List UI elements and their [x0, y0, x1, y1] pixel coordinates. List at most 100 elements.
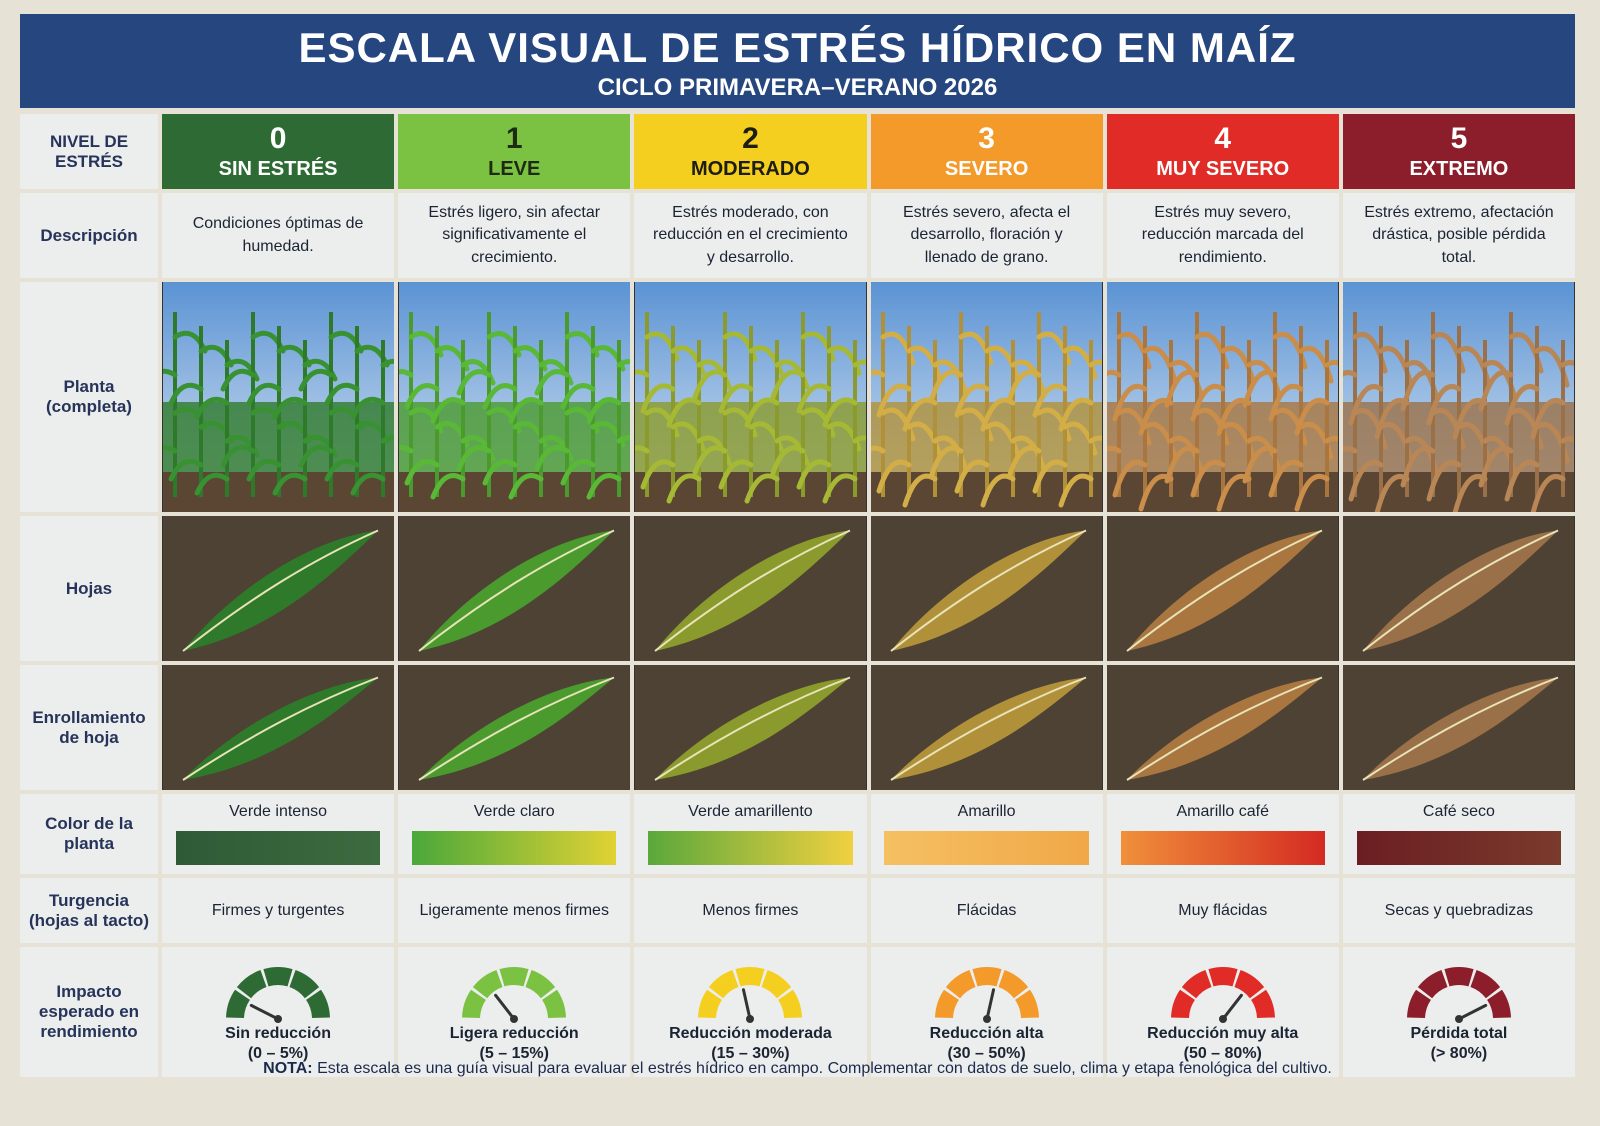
- level-header: 4 MUY SEVERO: [1106, 114, 1339, 189]
- color-cell: Verde intenso: [162, 794, 395, 874]
- note: NOTA: Esta escala es una guía visual par…: [20, 1060, 1575, 1078]
- description: Estrés severo, afecta el desarrollo, flo…: [870, 193, 1103, 278]
- color-cell: Amarillo café: [1106, 794, 1339, 874]
- description: Condiciones óptimas de humedad.: [162, 193, 395, 278]
- leaf-image: [1107, 516, 1339, 661]
- level-header: 1 LEVE: [398, 114, 631, 189]
- level-name: MUY SEVERO: [1156, 158, 1290, 180]
- color-bar: [175, 831, 381, 865]
- description: Estrés ligero, sin afectar significativa…: [398, 193, 631, 278]
- impact-range: (> 80%): [1430, 1045, 1488, 1062]
- plant-cell: [1106, 282, 1339, 512]
- description: Estrés moderado, con reducción en el cre…: [634, 193, 867, 278]
- impact-cell: Sin reducción (0 – 5%): [162, 947, 395, 1077]
- impact-text: Reducción moderada: [669, 1025, 832, 1042]
- turgency: Ligeramente menos firmes: [398, 878, 631, 943]
- gauge-icon: [462, 967, 567, 1023]
- level-number: 1: [505, 122, 523, 155]
- impact-cell: Reducción moderada (15 – 30%): [634, 947, 867, 1077]
- leaf-image: [634, 516, 866, 661]
- leaf-image: [162, 516, 394, 661]
- plant-cell: [1342, 282, 1575, 512]
- color-bar: [1120, 831, 1325, 865]
- color-name: Amarillo: [957, 803, 1016, 820]
- impact-cell: Reducción alta (30 – 50%): [870, 947, 1103, 1077]
- level-header: 2 MODERADO: [634, 114, 867, 189]
- impact-range: (30 – 50%): [947, 1045, 1026, 1062]
- plant-image: [634, 282, 866, 512]
- rolling-image: [871, 665, 1103, 790]
- level-name: SIN ESTRÉS: [218, 158, 338, 180]
- plant-cell: [162, 282, 395, 512]
- gauge-icon: [1406, 967, 1511, 1023]
- rolling-cell: [1106, 665, 1339, 790]
- impact-cell: Pérdida total (> 80%): [1342, 947, 1575, 1077]
- color-cell: Café seco: [1342, 794, 1575, 874]
- turgency: Secas y quebradizas: [1342, 878, 1575, 943]
- impact-text: Ligera reducción: [449, 1025, 579, 1042]
- gauge-icon: [698, 967, 803, 1023]
- impact-text: Reducción muy alta: [1147, 1025, 1299, 1042]
- plant-cell: [634, 282, 867, 512]
- level-name: SEVERO: [944, 158, 1029, 180]
- rolling-image: [162, 665, 394, 790]
- color-bar: [412, 831, 617, 865]
- rolling-cell: [398, 665, 631, 790]
- note-text: Esta escala es una guía visual para eval…: [317, 1060, 1332, 1077]
- row-label: Color de la planta: [20, 794, 158, 874]
- leaf-image: [871, 516, 1103, 661]
- plant-image: [871, 282, 1103, 512]
- description: Estrés extremo, afectación drástica, pos…: [1342, 193, 1575, 278]
- level-number: 0: [269, 122, 287, 155]
- row-label: NIVEL DE ESTRÉS: [20, 114, 158, 189]
- impact-text: Pérdida total: [1410, 1025, 1508, 1042]
- description: Estrés muy severo, reducción marcada del…: [1106, 193, 1339, 278]
- gauge-icon: [226, 967, 331, 1023]
- impact-range: (0 – 5%): [247, 1045, 309, 1062]
- subtitle: CICLO PRIMAVERA–VERANO 2026: [597, 74, 998, 101]
- rolling-cell: [634, 665, 867, 790]
- title: ESCALA VISUAL DE ESTRÉS HÍDRICO EN MAÍZ: [298, 24, 1297, 71]
- color-cell: Amarillo: [870, 794, 1103, 874]
- leaf-cell: [398, 516, 631, 661]
- leaf-cell: [1106, 516, 1339, 661]
- leaf-cell: [634, 516, 867, 661]
- title-banner: ESCALA VISUAL DE ESTRÉS HÍDRICO EN MAÍZ …: [20, 14, 1575, 108]
- impact-range: (5 – 15%): [479, 1045, 549, 1062]
- level-header: 5 EXTREMO: [1342, 114, 1575, 189]
- rolling-image: [1107, 665, 1339, 790]
- turgency: Firmes y turgentes: [162, 878, 395, 943]
- impact-text: Sin reducción: [225, 1025, 331, 1042]
- impact-cell: Ligera reducción (5 – 15%): [398, 947, 631, 1077]
- level-number: 5: [1450, 122, 1468, 155]
- color-bar: [884, 831, 1089, 865]
- impact-range: (50 – 80%): [1183, 1045, 1262, 1062]
- color-name: Café seco: [1422, 803, 1495, 820]
- level-header: 3 SEVERO: [870, 114, 1103, 189]
- level-number: 2: [742, 122, 759, 155]
- turgency: Muy flácidas: [1106, 878, 1339, 943]
- plant-image: [1343, 282, 1575, 512]
- impact-text: Reducción alta: [929, 1025, 1044, 1042]
- color-bar: [648, 831, 853, 865]
- level-number: 3: [978, 122, 995, 155]
- leaf-image: [398, 516, 630, 661]
- row-label: Descripción: [20, 193, 158, 278]
- plant-image: [162, 282, 394, 512]
- gauge-icon: [1170, 967, 1275, 1023]
- row-label: Impacto esperado en rendimiento: [20, 947, 158, 1077]
- row-label: Turgencia (hojas al tacto): [20, 878, 158, 943]
- leaf-cell: [1342, 516, 1575, 661]
- color-bar: [1356, 831, 1562, 865]
- rolling-image: [1343, 665, 1575, 790]
- plant-image: [1107, 282, 1339, 512]
- rolling-cell: [162, 665, 395, 790]
- row-label: Enrollamiento de hoja: [20, 665, 158, 790]
- row-label: Hojas: [20, 516, 158, 661]
- plant-image: [398, 282, 630, 512]
- color-cell: Verde amarillento: [634, 794, 867, 874]
- leaf-image: [1343, 516, 1575, 661]
- color-name: Verde claro: [473, 803, 555, 820]
- level-header: 0 SIN ESTRÉS: [162, 114, 395, 189]
- color-name: Amarillo café: [1176, 803, 1269, 820]
